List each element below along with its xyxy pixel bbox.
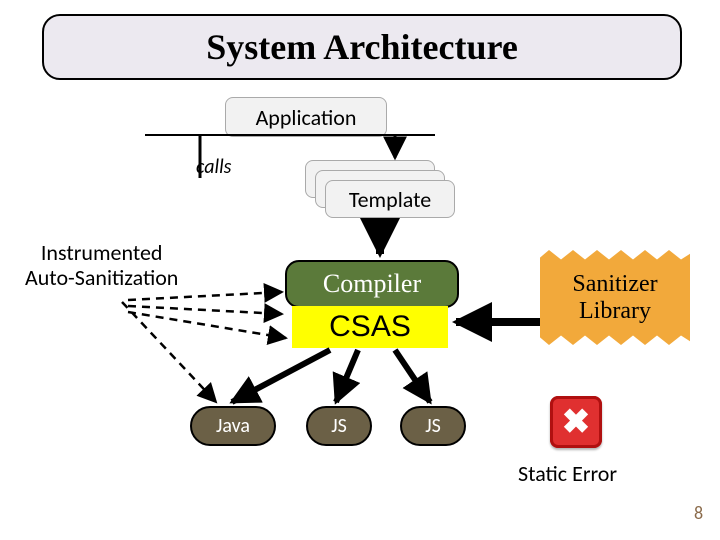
instrumented-line2: Auto-Sanitization (25, 265, 178, 290)
compiler-node: Compiler (285, 260, 459, 308)
template-stack: Template (305, 160, 455, 220)
sanitizer-library-node: Sanitizer Library (540, 250, 690, 345)
static-error-label: Static Error (518, 460, 617, 487)
error-icon: ✖ (550, 396, 602, 448)
error-glyph: ✖ (562, 402, 591, 443)
output-js-1: JS (306, 406, 372, 446)
csas-label: CSAS (292, 306, 448, 348)
application-node: Application (225, 97, 387, 137)
page-number: 8 (694, 502, 703, 524)
sanitizer-line2: Library (572, 298, 657, 324)
template-card-front: Template (325, 180, 455, 218)
instrumented-line1: Instrumented (25, 240, 178, 265)
calls-label: calls (196, 155, 231, 179)
instrumented-label: Instrumented Auto-Sanitization (25, 240, 178, 291)
output-js-2: JS (400, 406, 466, 446)
sanitizer-line1: Sanitizer (572, 271, 657, 297)
page-title: System Architecture (42, 14, 682, 80)
output-java: Java (190, 406, 276, 446)
